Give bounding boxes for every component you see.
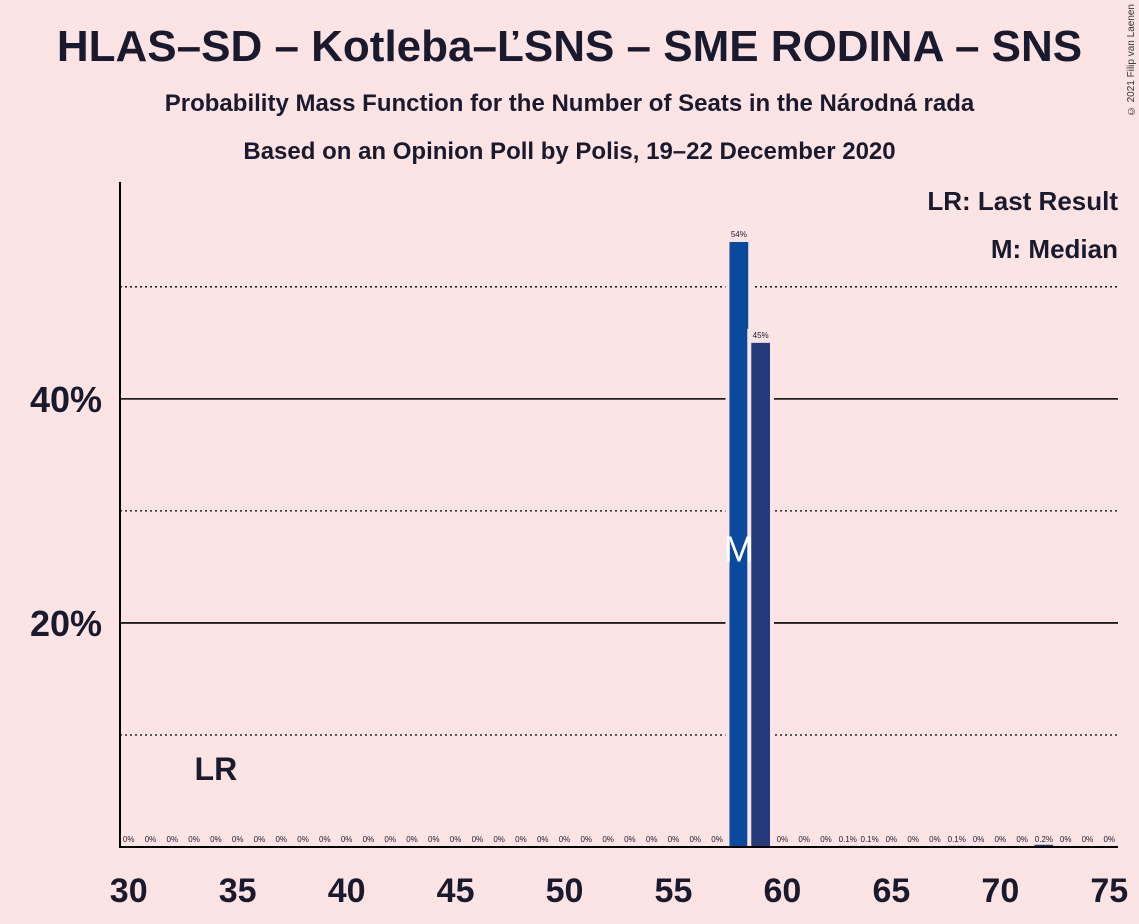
x-tick-label: 65 bbox=[872, 872, 910, 910]
bar-value-label: 0.1% bbox=[839, 835, 857, 844]
bar-value-label: 0% bbox=[624, 835, 636, 844]
bar-value-label: 45% bbox=[753, 331, 769, 340]
bar-value-label: 54% bbox=[731, 230, 747, 239]
x-tick-label: 45 bbox=[437, 872, 475, 910]
bar-value-label: 0% bbox=[907, 835, 919, 844]
median-marker: M bbox=[724, 528, 754, 569]
chart-subtitle: Probability Mass Function for the Number… bbox=[164, 90, 975, 117]
bar-value-label: 0% bbox=[384, 835, 396, 844]
bar-value-label: 0% bbox=[188, 835, 200, 844]
bar-value-label: 0% bbox=[167, 835, 179, 844]
chart-title: HLAS–SD – Kotleba–ĽSNS – SME RODINA – SN… bbox=[56, 22, 1083, 71]
bar-value-label: 0% bbox=[493, 835, 505, 844]
bar-value-label: 0% bbox=[1060, 835, 1072, 844]
bar-value-label: 0.1% bbox=[948, 835, 966, 844]
bar-value-label: 0% bbox=[537, 835, 549, 844]
bar-value-label: 0% bbox=[472, 835, 484, 844]
bar-seat-58 bbox=[729, 242, 749, 847]
bar-value-label: 0% bbox=[363, 835, 375, 844]
bar-value-label: 0% bbox=[319, 835, 331, 844]
bar-value-label: 0.1% bbox=[860, 835, 878, 844]
bar-value-label: 0% bbox=[428, 835, 440, 844]
x-tick-label: 50 bbox=[546, 872, 584, 910]
bar-seat-59 bbox=[751, 342, 771, 847]
bar-value-label: 0% bbox=[798, 835, 810, 844]
bar-value-label: 0% bbox=[406, 835, 418, 844]
bar-value-label: 0% bbox=[929, 835, 941, 844]
bar-value-label: 0% bbox=[145, 835, 157, 844]
bar-value-label: 0% bbox=[123, 835, 135, 844]
bar-value-label: 0% bbox=[602, 835, 614, 844]
x-tick-label: 70 bbox=[981, 872, 1019, 910]
bar-value-label: 0% bbox=[450, 835, 462, 844]
x-tick-label: 35 bbox=[219, 872, 257, 910]
bar-value-label: 0% bbox=[1082, 835, 1094, 844]
bar-value-label: 0% bbox=[777, 835, 789, 844]
bar-value-label: 0% bbox=[210, 835, 222, 844]
bar-value-label: 0% bbox=[646, 835, 658, 844]
x-tick-label: 40 bbox=[328, 872, 366, 910]
bar-value-label: 0% bbox=[559, 835, 571, 844]
last-result-marker: LR bbox=[195, 751, 238, 787]
legend-last-result: LR: Last Result bbox=[927, 186, 1118, 216]
y-tick-label: 20% bbox=[30, 603, 102, 644]
bar-value-label: 0% bbox=[820, 835, 832, 844]
bar-value-label: 0% bbox=[341, 835, 353, 844]
bar-value-label: 0% bbox=[711, 835, 723, 844]
bar-value-label: 0% bbox=[515, 835, 527, 844]
bar-value-label: 0% bbox=[995, 835, 1007, 844]
chart-source-line: Based on an Opinion Poll by Polis, 19–22… bbox=[243, 138, 896, 165]
bar-value-label: 0% bbox=[297, 835, 309, 844]
bar-value-label: 0% bbox=[275, 835, 287, 844]
bar-value-label: 0% bbox=[668, 835, 680, 844]
bar-value-label: 0% bbox=[581, 835, 593, 844]
bar-value-label: 0% bbox=[1016, 835, 1028, 844]
x-tick-label: 55 bbox=[655, 872, 693, 910]
bar-value-label: 0% bbox=[689, 835, 701, 844]
bar-seat-72 bbox=[1034, 844, 1054, 847]
bar-value-label: 0% bbox=[254, 835, 266, 844]
y-tick-label: 40% bbox=[30, 379, 102, 420]
bar-value-label: 0% bbox=[1104, 835, 1116, 844]
bar-value-label: 0.2% bbox=[1035, 835, 1053, 844]
bar-value-label: 0% bbox=[886, 835, 898, 844]
legend-median: M: Median bbox=[991, 234, 1118, 264]
x-tick-label: 75 bbox=[1090, 872, 1128, 910]
x-tick-label: 60 bbox=[764, 872, 802, 910]
bar-value-label: 0% bbox=[232, 835, 244, 844]
bar-value-label: 0% bbox=[973, 835, 985, 844]
x-tick-label: 30 bbox=[110, 872, 148, 910]
